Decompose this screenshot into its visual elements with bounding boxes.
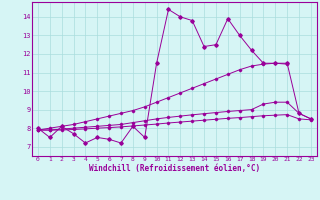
X-axis label: Windchill (Refroidissement éolien,°C): Windchill (Refroidissement éolien,°C) <box>89 164 260 173</box>
